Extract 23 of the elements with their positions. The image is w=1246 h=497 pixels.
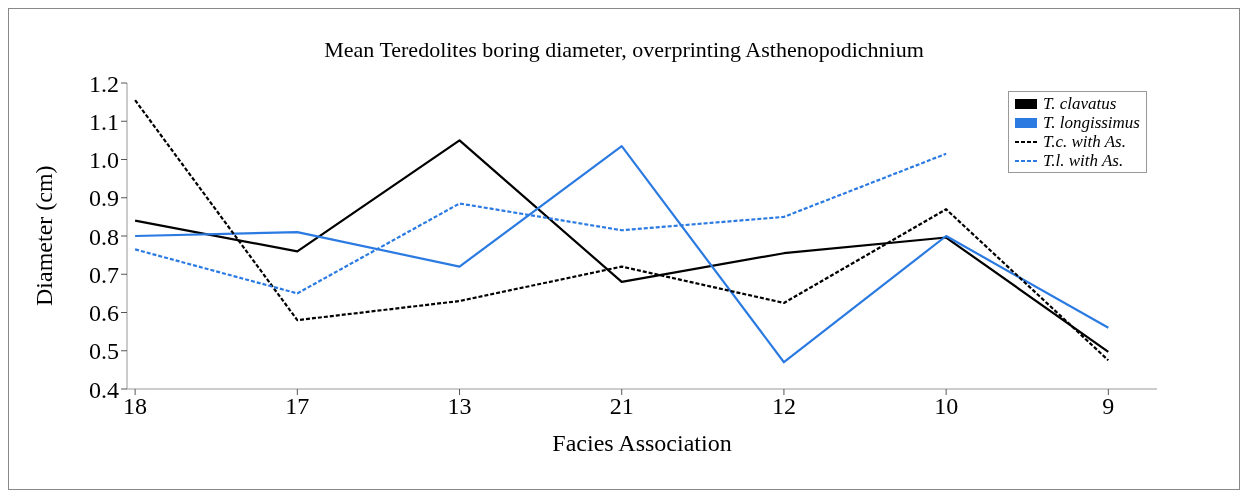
x-tick-label: 18 bbox=[123, 393, 148, 420]
x-tick-label: 13 bbox=[447, 393, 472, 420]
y-tick-label: 1.2 bbox=[89, 70, 119, 97]
y-tick-label: 1.1 bbox=[89, 108, 119, 135]
x-tick-label: 17 bbox=[285, 393, 310, 420]
legend-label: T. clavatus bbox=[1043, 94, 1117, 113]
x-tick-label: 9 bbox=[1102, 393, 1115, 420]
legend-label: T. longissimus bbox=[1043, 113, 1140, 132]
legend-label: T.l. with As. bbox=[1043, 151, 1124, 170]
y-tick-label: 0.5 bbox=[89, 338, 119, 365]
x-tick-label: 12 bbox=[771, 393, 796, 420]
y-axis-title: Diameter (cm) bbox=[30, 165, 57, 306]
x-tick-label: 21 bbox=[609, 393, 634, 420]
y-tick-label: 0.7 bbox=[89, 261, 119, 288]
y-tick-label: 0.6 bbox=[89, 300, 119, 327]
y-tick-label: 1.0 bbox=[89, 147, 119, 174]
y-tick-label: 0.4 bbox=[89, 376, 119, 403]
chart-title: Mean Teredolites boring diameter, overprinting Asthenopodichnium bbox=[323, 37, 925, 63]
legend-label: T.c. with As. bbox=[1043, 132, 1126, 151]
x-tick-label: 10 bbox=[934, 393, 959, 420]
x-axis-title: Facies Association bbox=[552, 430, 732, 456]
y-tick-label: 0.8 bbox=[89, 223, 119, 250]
y-tick-label: 0.9 bbox=[89, 185, 119, 212]
